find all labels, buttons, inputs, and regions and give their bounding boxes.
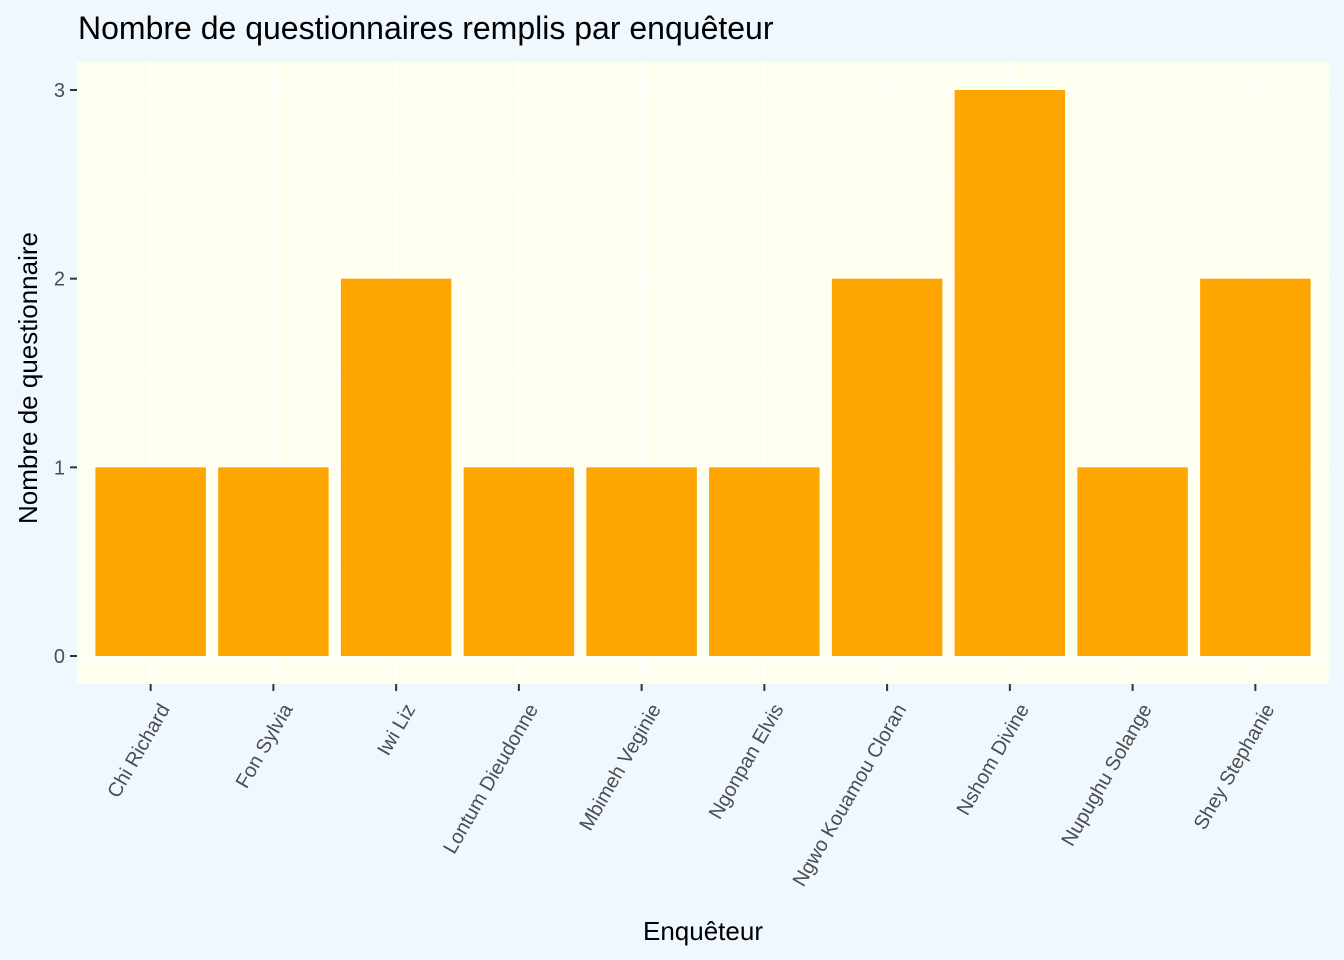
bar (1200, 278, 1311, 656)
bar (340, 278, 452, 656)
x-tick-label: Ngonpan Elvis (705, 700, 789, 823)
x-tick-label: Ngwo Kouamou Cloran (789, 700, 911, 890)
x-tick-label: Chi Richard (103, 700, 174, 801)
y-tick-label: 1 (54, 457, 65, 479)
y-tick-label: 3 (54, 80, 65, 102)
x-axis: Chi Richard Fon Sylvia Iwi Liz Lontum Dieud… (103, 684, 1279, 890)
bar (463, 467, 575, 656)
bar (831, 278, 943, 656)
x-tick-label: Shey Stephanie (1190, 700, 1280, 833)
bar (586, 467, 697, 656)
y-axis: 0 1 2 3 (54, 80, 77, 668)
bar (95, 467, 206, 656)
x-axis-title: Enquêteur (643, 916, 763, 946)
bar (954, 90, 1066, 656)
x-tick-label: Nshom Divine (953, 700, 1034, 819)
x-tick-label: Iwi Liz (373, 700, 420, 759)
bar (1077, 467, 1188, 656)
chart-title: Nombre de questionnaires remplis par enq… (78, 10, 774, 46)
bars (95, 90, 1311, 656)
bar (709, 467, 820, 656)
bar (218, 467, 329, 656)
x-tick-label: Fon Sylvia (232, 700, 298, 793)
x-tick-label: Nupughu Solange (1058, 700, 1157, 850)
y-tick-label: 2 (54, 269, 65, 291)
y-tick-label: 0 (54, 646, 65, 668)
x-tick-label: Lontum Dieudonne (439, 700, 543, 857)
y-axis-title: Nombre de questionnaire (13, 232, 43, 524)
x-tick-label: Mbimeh Veginie (576, 700, 666, 834)
